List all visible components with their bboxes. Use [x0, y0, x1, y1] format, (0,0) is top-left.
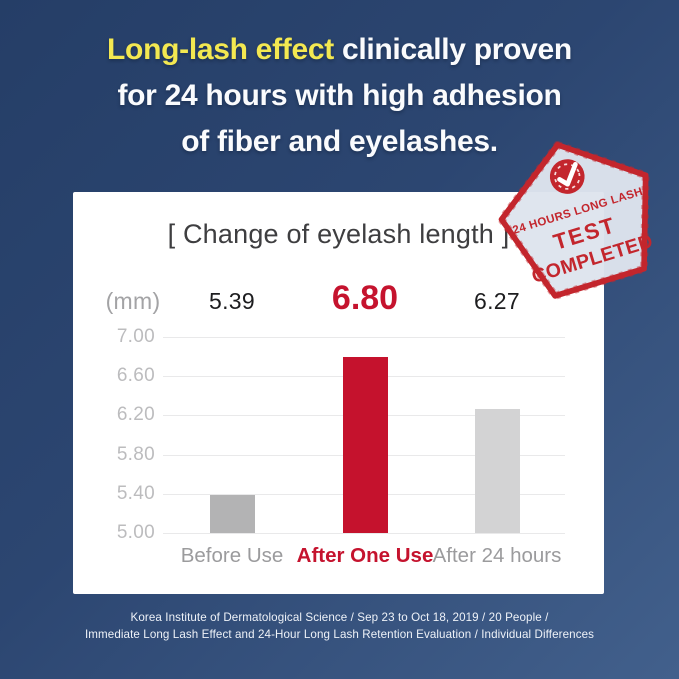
chart-card: [ Change of eyelash length ] (mm) 7.00 6.6…	[73, 192, 604, 594]
y-axis-tick-label: 7.00	[116, 326, 155, 347]
chart-title: [ Change of eyelash length ]	[167, 219, 510, 249]
category-label: After 24 hours	[432, 544, 562, 567]
y-axis-tick-label: 6.20	[116, 404, 155, 426]
bar-after-24-hours	[474, 408, 520, 533]
value-label: 5.39	[209, 288, 255, 314]
category-label: Before Use	[180, 544, 284, 567]
stamp-pentagon-texture	[497, 140, 650, 300]
stamp-pentagon	[498, 142, 649, 299]
y-axis-tick-label: 5.40	[116, 482, 155, 504]
stamp-graphic: 24 HOURS LONG LASH TEST COMPLETED	[497, 140, 656, 300]
gridline	[163, 533, 565, 534]
gridline	[163, 337, 565, 338]
footnote-line1: Korea Institute of Dermatological Scienc…	[130, 611, 549, 624]
y-axis-unit-label: (mm)	[105, 288, 161, 314]
headline: Long-lash effect clinically proven for 2…	[0, 27, 679, 165]
y-axis-tick-label: 5.00	[116, 522, 155, 543]
headline-line1-rest: clinically proven	[333, 33, 572, 66]
bar-before-use	[209, 494, 255, 533]
value-label: 6.27	[474, 288, 520, 314]
footnote: Korea Institute of Dermatological Scienc…	[0, 609, 679, 643]
footnote-line2: Immediate Long Lash Effect and 24-Hour L…	[84, 628, 595, 641]
headline-highlight: Long-lash effect	[107, 33, 334, 66]
value-label: 6.80	[331, 279, 399, 317]
headline-line1: Long-lash effect clinically proven	[0, 27, 679, 73]
headline-line2: for 24 hours with high adhesion	[117, 79, 562, 112]
category-label: After One Use	[296, 544, 434, 567]
headline-line3: of fiber and eyelashes.	[181, 125, 498, 158]
test-completed-stamp: 24 HOURS LONG LASH TEST COMPLETED	[477, 115, 679, 314]
y-axis-tick-label: 6.60	[116, 365, 155, 387]
y-axis-tick-label: 5.80	[116, 443, 155, 465]
bar-after-one-use	[342, 356, 388, 533]
check-icon	[549, 159, 585, 194]
